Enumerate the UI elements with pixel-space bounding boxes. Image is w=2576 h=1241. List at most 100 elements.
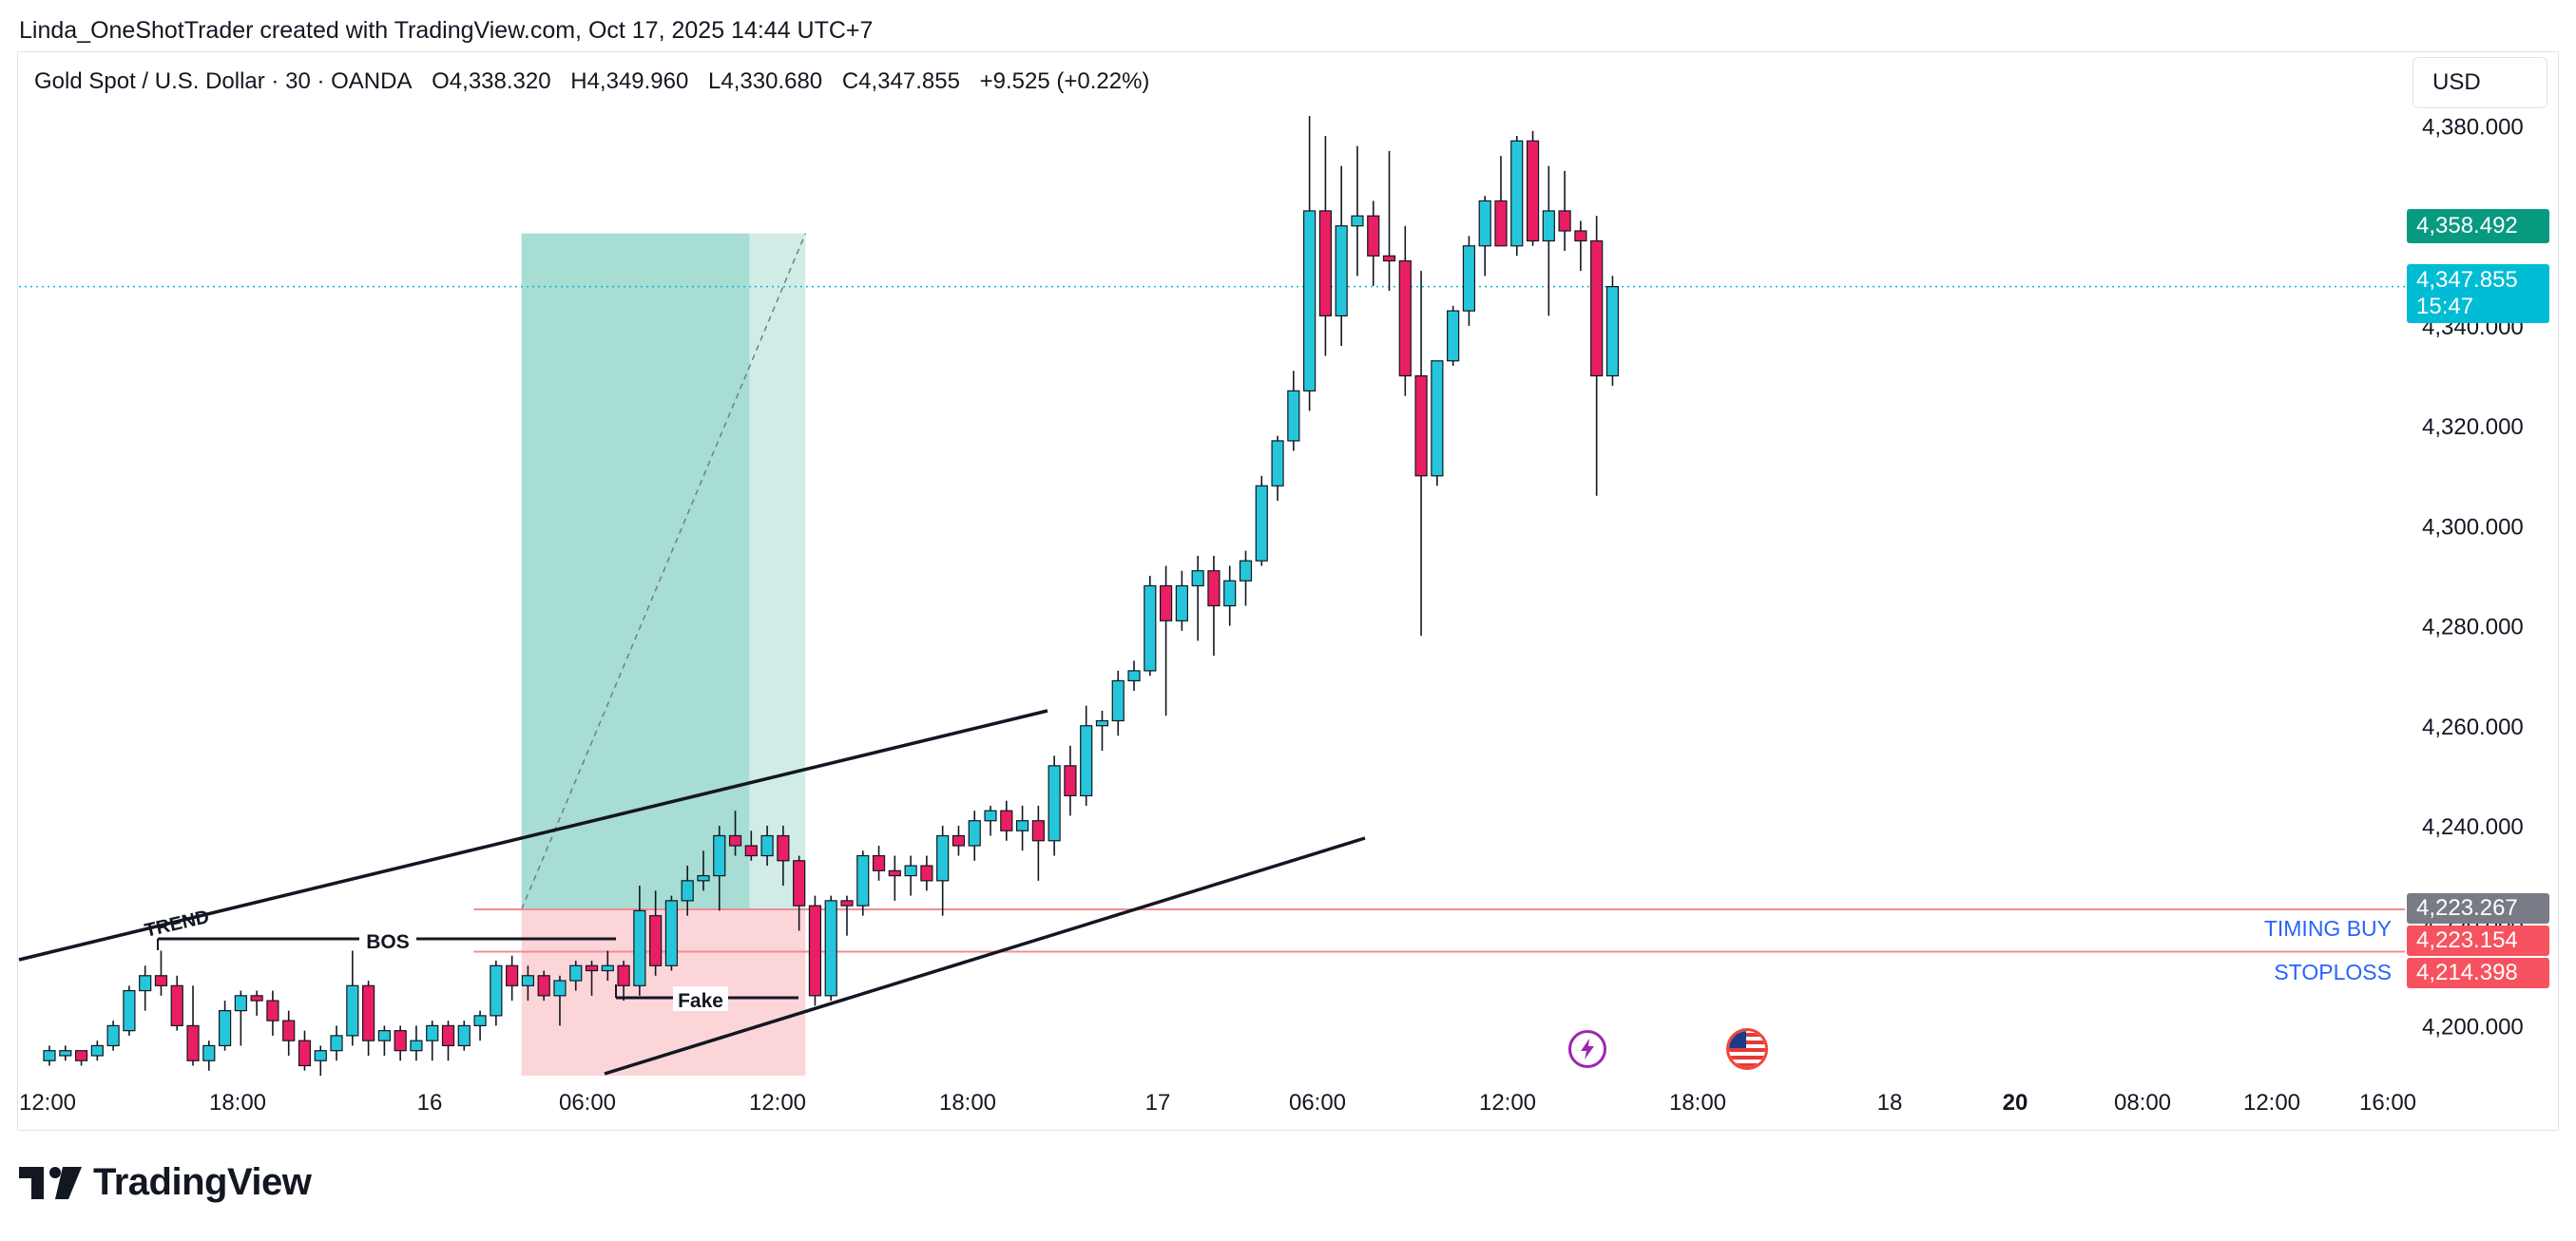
candle-body bbox=[569, 964, 583, 982]
candle-body bbox=[633, 909, 646, 986]
candle-body bbox=[1031, 820, 1045, 842]
bos-label-bg bbox=[359, 927, 416, 952]
candle-body bbox=[1431, 360, 1444, 477]
candle-body bbox=[952, 834, 966, 847]
candle-body bbox=[1574, 230, 1587, 242]
candle-body bbox=[1318, 210, 1333, 317]
candle-body bbox=[139, 975, 152, 992]
candle-body bbox=[330, 1035, 343, 1052]
candle-body bbox=[394, 1030, 407, 1052]
candle-body bbox=[1223, 580, 1237, 607]
candle-body bbox=[377, 1030, 391, 1041]
candle-body bbox=[1127, 670, 1141, 682]
currency-button[interactable]: USD bbox=[2413, 57, 2547, 108]
candle-body bbox=[1351, 215, 1364, 227]
candle-body bbox=[1590, 239, 1604, 377]
time-tick-label: 12:00 bbox=[1479, 1090, 1536, 1116]
candle-body bbox=[346, 984, 359, 1037]
candle-body bbox=[617, 964, 630, 986]
trend-label: TREND bbox=[143, 907, 211, 942]
trend-drawings: BOS Fake TREND bbox=[18, 709, 1366, 1076]
candle-body bbox=[1398, 259, 1412, 377]
candle-body bbox=[266, 1000, 279, 1021]
candle-body bbox=[824, 900, 837, 997]
candle-body bbox=[553, 980, 567, 997]
candle-body bbox=[1000, 810, 1013, 831]
candle-body bbox=[984, 810, 997, 822]
candle-body bbox=[74, 1050, 88, 1061]
candle-body bbox=[362, 984, 375, 1041]
ohlc-low: L4,330.680 bbox=[708, 68, 823, 94]
candle-body bbox=[1542, 210, 1555, 242]
us-flag-event-icon[interactable] bbox=[1726, 1028, 1768, 1070]
timing-buy-tag: 4,223.267 bbox=[2407, 893, 2549, 924]
lightning-event-icon[interactable] bbox=[1568, 1030, 1606, 1068]
time-tick-label: 06:00 bbox=[559, 1090, 616, 1116]
candle-body bbox=[904, 865, 917, 877]
candle-body bbox=[1271, 440, 1284, 487]
stop-zone bbox=[521, 909, 806, 1076]
candle-body bbox=[856, 854, 870, 907]
candle-body bbox=[1287, 390, 1300, 442]
time-tick-label: 18:00 bbox=[209, 1090, 266, 1116]
brand-name: TradingView bbox=[93, 1161, 312, 1203]
candle-body bbox=[1048, 765, 1061, 842]
last-price-value: 4,347.855 bbox=[2416, 267, 2518, 293]
candle-body bbox=[1191, 570, 1204, 587]
price-tick-label: 4,200.000 bbox=[2422, 1014, 2524, 1040]
candle-body bbox=[1175, 584, 1188, 621]
time-tick-label: 12:00 bbox=[19, 1090, 76, 1116]
candle-body bbox=[1335, 225, 1348, 317]
candle-body bbox=[920, 865, 933, 882]
candle-body bbox=[1462, 245, 1476, 312]
candle-body bbox=[282, 1020, 296, 1041]
time-tick-label: 12:00 bbox=[2243, 1090, 2300, 1116]
candle-body bbox=[170, 984, 183, 1026]
candle-body bbox=[490, 964, 503, 1017]
candle-body bbox=[90, 1044, 104, 1057]
candle-body bbox=[793, 860, 806, 907]
candle-body bbox=[840, 900, 854, 907]
time-axis: 12:00 18:00 16 06:00 12:00 18:00 17 06:00 12:00 1… bbox=[19, 1090, 2416, 1116]
fake-label: Fake bbox=[678, 990, 723, 1012]
chart-credit: Linda_OneShotTrader created with Trading… bbox=[19, 17, 874, 44]
candle-body bbox=[1239, 560, 1253, 582]
candle-body bbox=[1478, 200, 1491, 247]
candle-body bbox=[808, 905, 822, 997]
position-diagonal bbox=[520, 233, 807, 910]
time-tick-label: 16:00 bbox=[2359, 1090, 2416, 1116]
candle-body bbox=[154, 975, 168, 986]
time-tick-label: 06:00 bbox=[1289, 1090, 1346, 1116]
symbol-legend: Gold Spot / U.S. Dollar · 30 · OANDA O4,… bbox=[34, 68, 1163, 95]
candle-body bbox=[1207, 570, 1221, 607]
candle-body bbox=[298, 1040, 312, 1067]
candle-body bbox=[760, 834, 774, 857]
tradingview-logo[interactable]: TradingView bbox=[19, 1161, 312, 1204]
price-tick-label: 4,320.000 bbox=[2422, 414, 2524, 440]
last-price-tag: 4,347.855 15:47 bbox=[2407, 264, 2549, 323]
ohlc-change: +9.525 (+0.22%) bbox=[979, 68, 1150, 94]
candle-body bbox=[1558, 210, 1571, 232]
candle-body bbox=[777, 834, 790, 862]
candle-body bbox=[872, 854, 886, 871]
candle-body bbox=[106, 1024, 120, 1047]
candle-body bbox=[1111, 679, 1125, 722]
candle-body bbox=[1303, 210, 1317, 391]
candle-body bbox=[506, 964, 519, 986]
candle-body bbox=[426, 1024, 439, 1041]
candle-body bbox=[537, 975, 550, 997]
candle-body bbox=[1510, 140, 1524, 247]
time-tick-label: 18:00 bbox=[1669, 1090, 1726, 1116]
candle-body bbox=[1159, 584, 1173, 621]
stoploss-price-tag: 4,214.398 bbox=[2407, 958, 2549, 988]
candle-body bbox=[681, 880, 694, 902]
candle-body bbox=[218, 1010, 232, 1047]
candle-body bbox=[234, 995, 247, 1012]
candle-body bbox=[585, 964, 599, 972]
chart-frame[interactable] bbox=[17, 51, 2559, 1131]
target-zone-extension bbox=[749, 233, 806, 910]
fake-label-bg bbox=[673, 986, 728, 1011]
ohlc-high: H4,349.960 bbox=[570, 68, 689, 94]
candle-body bbox=[43, 1050, 56, 1061]
